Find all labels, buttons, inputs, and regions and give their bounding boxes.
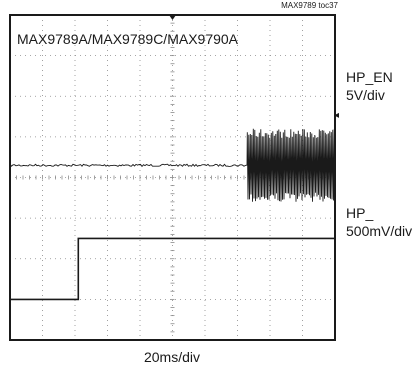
trace-hp-en: [10, 237, 335, 301]
trigger-position-marker: [169, 15, 176, 20]
label-hp-name: HP_: [346, 205, 373, 221]
label-hp-en-scale: 5V/div: [346, 87, 385, 103]
label-hp-scale: 500mV/div: [346, 223, 412, 239]
trigger-marker: ◂: [334, 110, 339, 121]
label-hp-en-name: HP_EN: [346, 69, 393, 85]
chart-title: MAX9789A/MAX9789C/MAX9790A: [17, 31, 239, 47]
trace-hp: [9, 128, 336, 202]
figure-id: MAX9789 toc37: [281, 1, 338, 10]
x-axis-label: 20ms/div: [144, 349, 200, 365]
graticule: [9, 14, 336, 341]
